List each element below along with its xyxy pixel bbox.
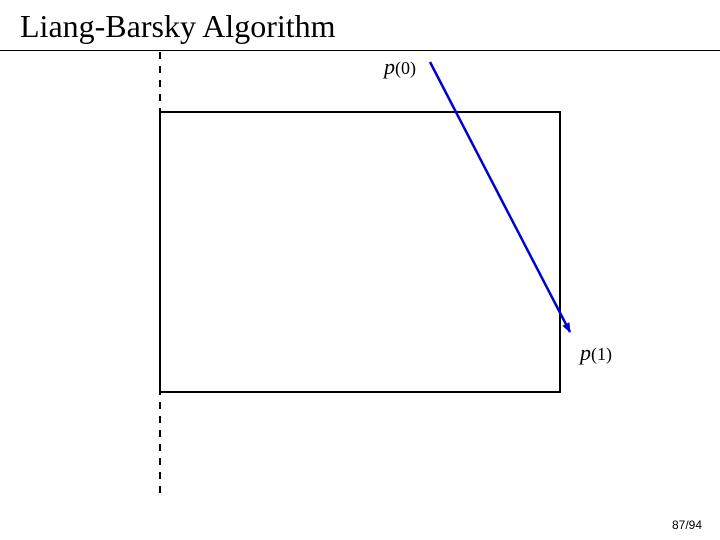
- label-p0: p(0): [384, 54, 416, 80]
- title-underline: [0, 50, 720, 51]
- clipping-rectangle: [160, 112, 560, 392]
- label-p0-var: p: [384, 54, 395, 79]
- label-p1: p(1): [580, 340, 612, 366]
- label-p1-arg: (1): [591, 344, 612, 364]
- diagram-area: p(0) p(1): [0, 52, 720, 512]
- label-p0-arg: (0): [395, 58, 416, 78]
- diagram-svg: [0, 52, 720, 512]
- page-number: 87/94: [672, 518, 702, 532]
- page-title: Liang-Barsky Algorithm: [20, 8, 336, 45]
- arrow-line: [430, 62, 570, 332]
- label-p1-var: p: [580, 340, 591, 365]
